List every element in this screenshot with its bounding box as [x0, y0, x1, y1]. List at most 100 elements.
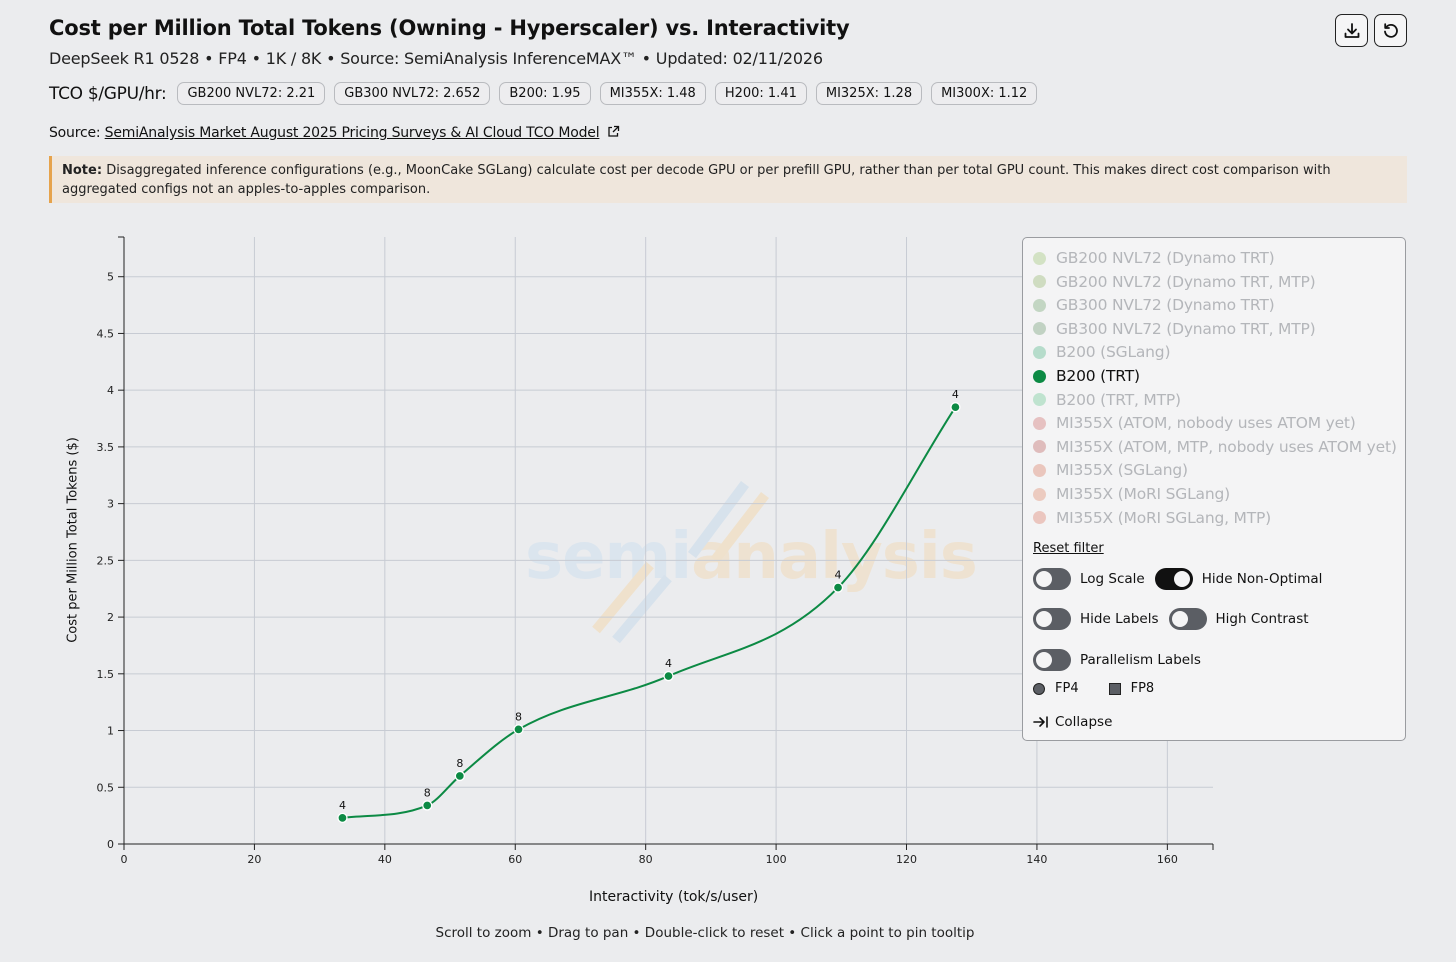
source-link[interactable]: SemiAnalysis Market August 2025 Pricing …	[104, 125, 600, 141]
toolbar	[1335, 14, 1407, 47]
legend-dot-icon	[1033, 393, 1046, 407]
legend-item[interactable]: GB200 NVL72 (Dynamo TRT, MTP)	[1033, 273, 1316, 291]
legend-item[interactable]: MI355X (ATOM, MTP, nobody uses ATOM yet)	[1033, 438, 1397, 456]
legend-item[interactable]: B200 (SGLang)	[1033, 343, 1170, 361]
parallelism-labels-label: Parallelism Labels	[1080, 652, 1201, 668]
toggle-row: Hide Labels High Contrast	[1033, 608, 1309, 630]
watermark-stripe	[687, 481, 750, 558]
legend-dot-icon	[1033, 298, 1046, 312]
y-tick-label: 1	[107, 725, 114, 738]
reset-zoom-button[interactable]	[1374, 14, 1407, 47]
legend-item-label: B200 (TRT)	[1056, 367, 1140, 385]
legend-item[interactable]: B200 (TRT, MTP)	[1033, 391, 1181, 409]
toggle-row: Parallelism Labels	[1033, 649, 1201, 671]
page-title: Cost per Million Total Tokens (Owning - …	[49, 16, 850, 40]
fp4-label: FP4	[1055, 681, 1079, 696]
data-point	[832, 582, 844, 593]
legend-item[interactable]: GB300 NVL72 (Dynamo TRT, MTP)	[1033, 320, 1316, 338]
y-tick-label: 0	[107, 838, 114, 851]
legend-item-label: B200 (SGLang)	[1056, 343, 1171, 362]
legend-item[interactable]: MI355X (SGLang)	[1033, 461, 1188, 479]
tco-chip: H200: 1.41	[714, 82, 807, 105]
note-text: Disaggregated inference configurations (…	[62, 163, 1331, 197]
legend-dot-icon	[1033, 322, 1046, 336]
x-axis-title: Interactivity (tok/s/user)	[589, 889, 759, 905]
x-tick-label: 160	[1157, 853, 1178, 866]
legend-item-label: GB200 NVL72 (Dynamo TRT, MTP)	[1056, 272, 1316, 291]
legend-item[interactable]: MI355X (MoRI SGLang, MTP)	[1033, 509, 1271, 527]
x-tick-label: 140	[1026, 853, 1047, 866]
collapse-button[interactable]: Collapse	[1033, 714, 1112, 730]
log-scale-toggle[interactable]	[1033, 568, 1071, 590]
download-icon	[1344, 22, 1359, 38]
legend-item[interactable]: GB200 NVL72 (Dynamo TRT)	[1033, 249, 1275, 267]
data-label: 8	[424, 786, 431, 799]
chart-axes: 0 20 40 60 80 100 120 140 160 0 0.5 1 1.5 2 2.5 3 3.5 4 4.…	[97, 236, 1214, 866]
legend-item-label: MI355X (MoRI SGLang)	[1056, 485, 1230, 503]
tco-chip: B200: 1.95	[499, 82, 591, 105]
data-point	[513, 724, 524, 735]
series-line-b200-trt	[342, 406, 957, 819]
legend-item[interactable]: MI355X (MoRI SGLang)	[1033, 485, 1230, 503]
collapse-label: Collapse	[1055, 714, 1113, 730]
x-tick-label: 0	[121, 853, 128, 866]
y-axis-title: Cost per Million Total Tokens ($)	[65, 437, 81, 643]
page-subtitle: DeepSeek R1 0528 • FP4 • 1K / 8K • Sourc…	[49, 49, 823, 68]
x-tick-label: 100	[766, 853, 787, 866]
tco-row: TCO $/GPU/hr: GB200 NVL72: 2.21 GB300 NV…	[49, 82, 1038, 105]
x-tick-label: 20	[247, 853, 261, 866]
data-point	[454, 770, 465, 782]
data-label: 4	[665, 657, 672, 670]
legend-item-label: GB200 NVL72 (Dynamo TRT)	[1056, 249, 1275, 267]
source-prefix: Source:	[49, 125, 101, 141]
hide-non-optimal-toggle[interactable]	[1154, 568, 1193, 590]
legend-dot-icon	[1033, 251, 1046, 265]
fp8-marker-icon	[1108, 682, 1121, 695]
data-point	[950, 402, 961, 413]
fp4-marker-icon	[1033, 682, 1045, 695]
hide-non-optimal-label: Hide Non-Optimal	[1201, 571, 1323, 587]
legend-dot-icon	[1033, 487, 1046, 501]
download-button[interactable]	[1335, 14, 1368, 47]
high-contrast-toggle[interactable]	[1168, 608, 1207, 630]
legend-item-label: MI355X (SGLang)	[1056, 461, 1188, 480]
legend-dot-icon	[1033, 369, 1046, 383]
tco-chip: MI325X: 1.28	[815, 82, 923, 105]
x-tick-label: 120	[896, 853, 917, 866]
legend-item-label: MI355X (ATOM, nobody uses ATOM yet)	[1056, 414, 1356, 433]
data-point	[663, 670, 674, 682]
interaction-hint: Scroll to zoom • Drag to pan • Double-cl…	[435, 925, 975, 941]
toggle-row: Log Scale Hide Non-Optimal	[1033, 568, 1322, 590]
legend-item-label: GB300 NVL72 (Dynamo TRT, MTP)	[1056, 319, 1316, 338]
tco-chip: GB300 NVL72: 2.652	[334, 82, 491, 105]
legend-item-label: MI355X (MoRI SGLang, MTP)	[1056, 508, 1271, 527]
legend-item[interactable]: B200 (TRT)	[1033, 367, 1140, 385]
legend-item-label: MI355X (ATOM, MTP, nobody uses ATOM yet)	[1056, 437, 1397, 456]
x-tick-label: 40	[378, 853, 392, 866]
tco-chip: MI355X: 1.48	[599, 82, 706, 105]
watermark-stripe	[592, 561, 654, 634]
data-point	[337, 812, 348, 824]
fp8-label: FP8	[1130, 681, 1155, 696]
legend-item[interactable]: GB300 NVL72 (Dynamo TRT)	[1033, 296, 1275, 314]
legend-item[interactable]: MI355X (ATOM, nobody uses ATOM yet)	[1033, 414, 1356, 432]
note-banner: Note: Disaggregated inference configurat…	[49, 156, 1407, 203]
legend-dot-icon	[1033, 440, 1046, 454]
legend-dot-icon	[1033, 345, 1046, 359]
y-tick-label: 4	[107, 384, 114, 397]
legend-dot-icon	[1033, 463, 1046, 477]
parallelism-labels-toggle[interactable]	[1033, 649, 1071, 671]
data-label: 8	[456, 757, 463, 770]
hide-labels-label: Hide Labels	[1080, 611, 1159, 627]
y-tick-label: 5	[107, 271, 114, 284]
hide-labels-toggle[interactable]	[1033, 608, 1071, 630]
watermark-stripes	[592, 481, 769, 644]
x-tick-label: 60	[508, 853, 522, 866]
data-point	[422, 800, 433, 811]
y-tick-label: 0.5	[97, 781, 115, 794]
refresh-icon	[1383, 22, 1398, 38]
external-link-icon[interactable]	[607, 125, 620, 138]
reset-filter-link[interactable]: Reset filter	[1033, 541, 1104, 556]
y-tick-label: 3.5	[97, 441, 115, 454]
watermark-stripe	[612, 574, 672, 644]
